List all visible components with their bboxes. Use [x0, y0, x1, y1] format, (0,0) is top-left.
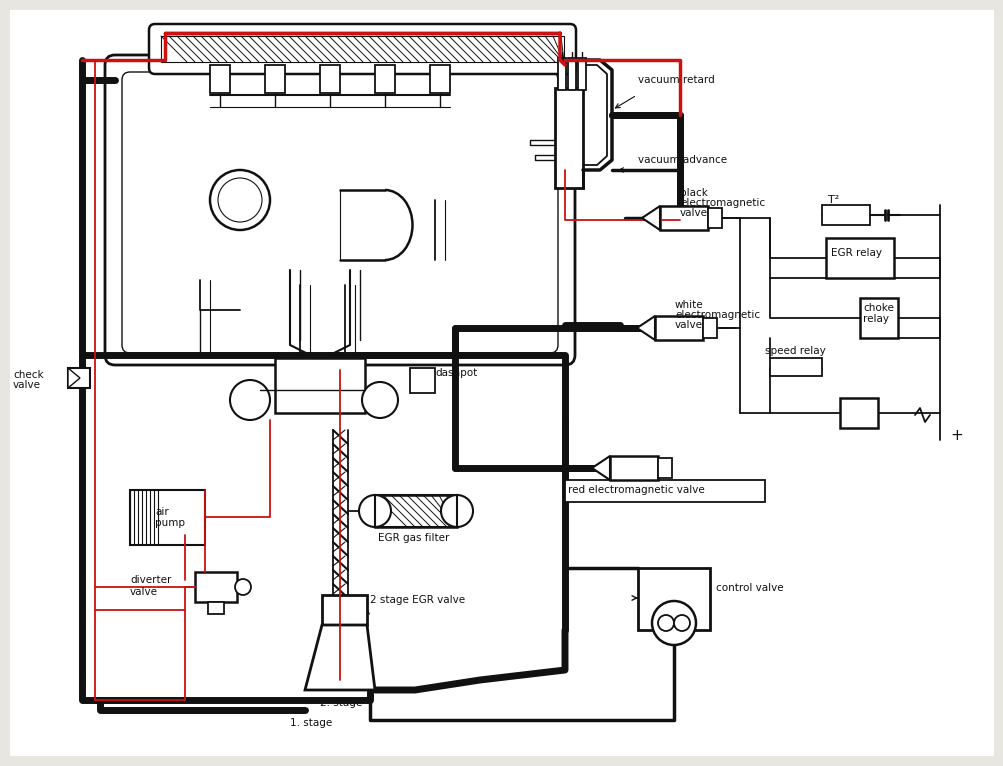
- Text: relay: relay: [863, 314, 888, 324]
- Text: valve: valve: [679, 208, 707, 218]
- Text: white: white: [674, 300, 703, 310]
- Bar: [129, 490, 205, 545]
- Bar: [637, 568, 709, 630]
- Bar: [322, 595, 367, 625]
- Circle shape: [362, 382, 397, 418]
- Bar: [821, 205, 870, 225]
- Polygon shape: [68, 368, 80, 388]
- Bar: [654, 316, 702, 340]
- Circle shape: [651, 601, 695, 645]
- Bar: [275, 358, 365, 413]
- Polygon shape: [636, 316, 654, 340]
- Text: diverter: diverter: [129, 575, 172, 585]
- Polygon shape: [592, 456, 610, 480]
- Text: air: air: [154, 507, 169, 517]
- Text: dashpot: dashpot: [434, 368, 476, 378]
- Bar: [707, 208, 721, 228]
- Bar: [375, 495, 456, 527]
- Bar: [825, 238, 893, 278]
- Bar: [68, 368, 90, 388]
- Text: black: black: [679, 188, 707, 198]
- Bar: [702, 318, 716, 338]
- Bar: [375, 495, 456, 527]
- Bar: [555, 88, 583, 188]
- Bar: [610, 456, 657, 480]
- Bar: [565, 480, 764, 502]
- Bar: [195, 572, 237, 602]
- FancyBboxPatch shape: [105, 55, 575, 365]
- Circle shape: [235, 579, 251, 595]
- Bar: [265, 65, 285, 93]
- Text: check: check: [13, 370, 43, 380]
- Bar: [429, 65, 449, 93]
- Text: electromagnetic: electromagnetic: [679, 198, 764, 208]
- Bar: [210, 65, 230, 93]
- Text: valve: valve: [129, 587, 157, 597]
- Text: 1. stage: 1. stage: [290, 718, 332, 728]
- Bar: [320, 65, 340, 93]
- Circle shape: [359, 495, 390, 527]
- Text: electromagnetic: electromagnetic: [674, 310, 759, 320]
- Circle shape: [230, 380, 270, 420]
- Text: 2 stage EGR valve: 2 stage EGR valve: [370, 595, 464, 605]
- Text: vacuum retard: vacuum retard: [637, 75, 714, 85]
- Bar: [578, 58, 586, 90]
- Circle shape: [440, 495, 472, 527]
- Bar: [840, 398, 878, 428]
- Text: pump: pump: [154, 518, 185, 528]
- Text: valve: valve: [13, 380, 41, 390]
- Text: EGR relay: EGR relay: [830, 248, 881, 258]
- Bar: [657, 458, 671, 478]
- Bar: [568, 58, 576, 90]
- Bar: [375, 65, 394, 93]
- Text: choke: choke: [863, 303, 893, 313]
- Bar: [659, 206, 707, 230]
- Polygon shape: [305, 625, 375, 690]
- FancyBboxPatch shape: [148, 24, 576, 74]
- Bar: [160, 36, 564, 62]
- Text: control valve: control valve: [715, 583, 783, 593]
- Text: vacuum advance: vacuum advance: [637, 155, 726, 165]
- Bar: [558, 58, 566, 90]
- Bar: [409, 368, 434, 393]
- Circle shape: [657, 615, 673, 631]
- Bar: [208, 602, 224, 614]
- Text: red electromagnetic valve: red electromagnetic valve: [568, 485, 704, 495]
- Text: valve: valve: [674, 320, 702, 330]
- Text: EGR gas filter: EGR gas filter: [377, 533, 449, 543]
- Text: speed relay: speed relay: [764, 346, 824, 356]
- Text: +: +: [949, 428, 962, 443]
- Text: 2. stage: 2. stage: [320, 698, 362, 708]
- Bar: [769, 358, 821, 376]
- Circle shape: [673, 615, 689, 631]
- Polygon shape: [641, 206, 659, 230]
- Bar: [860, 298, 897, 338]
- Text: T²: T²: [827, 195, 839, 205]
